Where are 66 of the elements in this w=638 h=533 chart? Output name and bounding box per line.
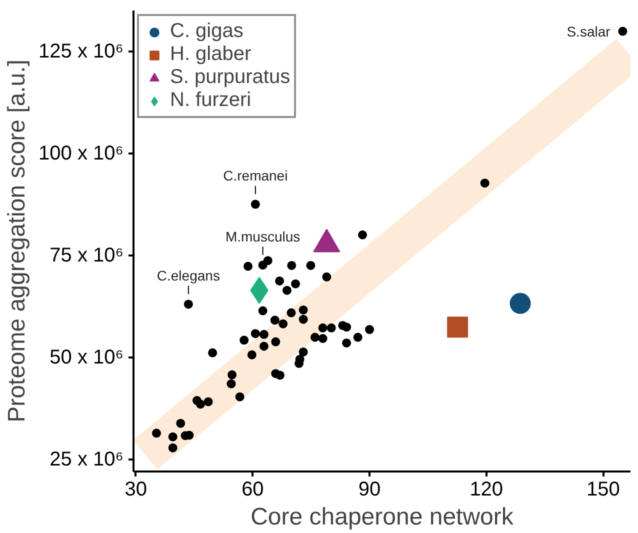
point (342, 338, 352, 348)
point (298, 347, 308, 356)
point (196, 400, 205, 409)
point (318, 334, 328, 343)
x-tick-label: 60 (242, 478, 264, 500)
point (204, 397, 213, 406)
point (240, 336, 249, 345)
point (184, 300, 193, 309)
point (365, 325, 374, 334)
point (306, 260, 316, 270)
point (322, 272, 332, 282)
point (226, 379, 236, 388)
point (310, 332, 320, 342)
annotation: M.musculus (225, 228, 300, 244)
point (250, 200, 260, 209)
point (298, 314, 308, 324)
legend-label: S. purpuratus (170, 66, 290, 89)
point (326, 323, 336, 332)
legend-label: H. glaber (170, 43, 252, 66)
point (258, 306, 268, 316)
point (244, 262, 253, 271)
y-tick-label: 50 x 10⁶ (50, 346, 124, 368)
point (298, 305, 308, 314)
point (259, 342, 268, 351)
point (168, 443, 178, 452)
x-tick-label: 90 (358, 478, 381, 500)
annotation: S.salar (566, 23, 611, 40)
point (259, 330, 268, 339)
point (358, 230, 368, 240)
point (353, 332, 362, 342)
point (287, 260, 296, 270)
x-tick-label: 30 (124, 478, 147, 500)
point (278, 319, 288, 328)
point (447, 316, 468, 338)
y-tick-label: 125 x 10⁶ (38, 40, 124, 62)
point (480, 178, 490, 188)
point (282, 286, 292, 295)
point (291, 279, 300, 288)
point (271, 337, 280, 346)
point (275, 276, 284, 286)
point (510, 292, 531, 314)
point (168, 432, 178, 442)
legend-label: C. gigas (170, 20, 244, 43)
point (176, 418, 186, 428)
x-tick-label: 120 (470, 478, 504, 500)
point (618, 26, 628, 36)
point (228, 370, 237, 380)
point (250, 329, 260, 338)
x-tick-label: 150 (586, 478, 620, 500)
point (286, 308, 296, 318)
y-tick-label: 25 x 10⁶ (50, 448, 124, 470)
point (342, 322, 352, 332)
point (318, 323, 328, 332)
point (152, 428, 161, 438)
point (263, 256, 272, 266)
x-axis-title: Core chaperone network (250, 504, 514, 530)
point (247, 350, 256, 360)
y-tick-label: 100 x 10⁶ (38, 142, 124, 164)
annotation: C.elegans (156, 267, 220, 284)
annotation: C.remanei (223, 168, 288, 184)
y-axis-title: Proteome aggregation score [a.u.] (4, 60, 31, 422)
point (270, 316, 280, 325)
point (235, 392, 244, 402)
point (208, 348, 218, 358)
legend-label: N. furzeri (170, 89, 252, 112)
y-tick-label: 75 x 10⁶ (50, 244, 124, 266)
